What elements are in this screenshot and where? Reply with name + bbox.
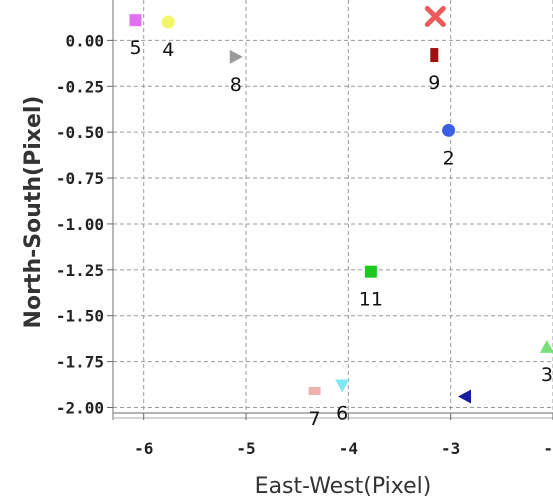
point-7 [308, 386, 321, 395]
x-tick-label: -3 [441, 439, 460, 458]
gridlines [113, 0, 553, 413]
x-tick-label: -5 [236, 439, 255, 458]
x-tick-label: -4 [339, 439, 358, 458]
point-label: 5 [129, 37, 141, 59]
point-label: 6 [336, 402, 348, 424]
data-points: 5 4 8 9 2 11 3 7 6 [129, 6, 553, 430]
x-tick-label: -2 [543, 439, 553, 458]
point-label: 8 [230, 74, 242, 96]
point-label: 9 [428, 72, 440, 94]
y-tick-label: -1.00 [56, 215, 104, 234]
point-8 [229, 49, 243, 64]
point-label: 3 [541, 364, 553, 386]
y-axis-title: North-South(Pixel) [21, 96, 46, 329]
y-tick-label: -0.75 [56, 169, 104, 188]
point-unlabeled [424, 6, 446, 28]
y-tick-label: -1.75 [56, 353, 104, 372]
point-2 [442, 123, 456, 137]
point-9 [430, 48, 439, 63]
point-4 [161, 15, 175, 29]
point-5 [129, 14, 142, 27]
point-11 [364, 265, 377, 278]
y-tick-label: -2.00 [56, 398, 104, 417]
x-tick-label: -6 [134, 439, 153, 458]
y-tick-label: -1.25 [56, 261, 104, 280]
point-label: 4 [162, 39, 174, 61]
point-label: 11 [359, 289, 383, 311]
point-label: 7 [309, 408, 321, 430]
y-tick-label: -0.50 [56, 123, 104, 142]
point-6 [335, 379, 350, 393]
y-tick-label: 0.00 [65, 31, 104, 50]
plot-area [113, 0, 553, 420]
y-tick-label: -1.50 [56, 307, 104, 326]
axis-ticks: -6 -5 -4 -3 -2 0.00 -0.25 -0.50 -0.75 -1.00 -1.25 -… [56, 31, 553, 458]
point-label: 2 [443, 147, 455, 169]
point-unlabeled [458, 389, 471, 404]
x-marker-stroke [424, 6, 446, 28]
point-3 [539, 339, 553, 353]
x-axis-title: East-West(Pixel) [255, 474, 432, 499]
y-tick-label: -0.25 [56, 77, 104, 96]
